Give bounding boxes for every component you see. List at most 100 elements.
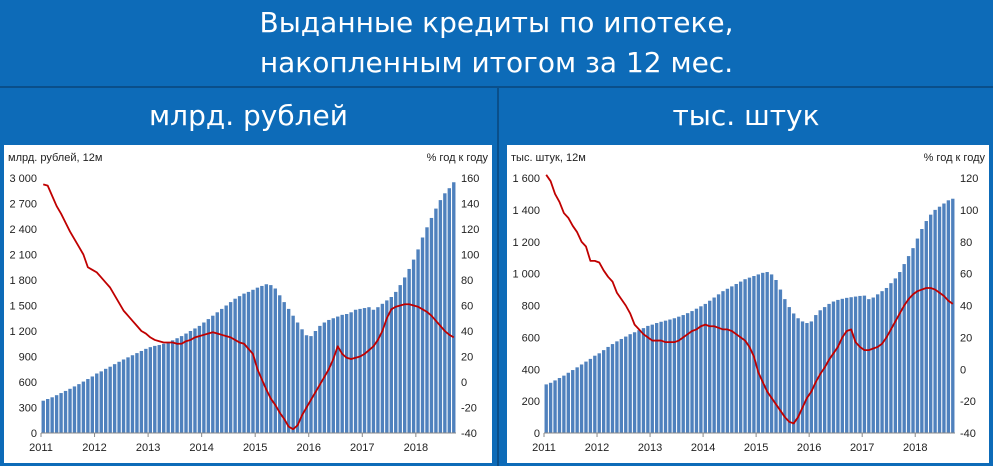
x-tick-label: 2017 bbox=[850, 442, 874, 454]
bar bbox=[269, 285, 273, 433]
chart-right: тыс. штук, 12м% год к году02004006008001… bbox=[511, 152, 985, 454]
bar bbox=[242, 293, 246, 433]
bar bbox=[344, 314, 349, 433]
bar bbox=[668, 319, 672, 433]
y2-tick-label: 60 bbox=[461, 301, 473, 313]
bar bbox=[898, 272, 902, 433]
bar bbox=[77, 384, 81, 434]
bar bbox=[769, 274, 774, 433]
x-tick-label: 2013 bbox=[136, 442, 160, 454]
x-tick-label: 2016 bbox=[797, 442, 821, 454]
bar bbox=[747, 277, 752, 433]
bar bbox=[170, 340, 175, 433]
bar bbox=[394, 291, 398, 433]
x-tick-label: 2012 bbox=[82, 442, 106, 454]
x-tick-label: 2018 bbox=[404, 442, 428, 454]
bar bbox=[601, 350, 606, 434]
bar bbox=[264, 284, 269, 433]
bar bbox=[893, 278, 898, 433]
bar bbox=[425, 227, 429, 433]
bar bbox=[849, 297, 853, 433]
bar bbox=[291, 315, 295, 433]
bar bbox=[313, 331, 318, 433]
bar bbox=[911, 248, 915, 434]
bar bbox=[416, 249, 420, 433]
x-tick-label: 2014 bbox=[691, 442, 715, 454]
bar bbox=[112, 364, 117, 433]
bar bbox=[787, 307, 791, 433]
bar bbox=[309, 336, 313, 433]
bar bbox=[139, 350, 144, 433]
bar bbox=[90, 376, 95, 433]
bar bbox=[286, 308, 291, 433]
bar bbox=[452, 182, 456, 433]
bar bbox=[862, 295, 867, 433]
bar bbox=[884, 287, 889, 433]
panel-heading-right: тыс. штук bbox=[672, 99, 820, 132]
bar bbox=[632, 332, 637, 433]
bar bbox=[429, 217, 434, 433]
bar bbox=[615, 341, 619, 433]
y2-tick-label: 20 bbox=[461, 352, 473, 364]
panel-heading-left: млрд. рублей bbox=[149, 99, 348, 132]
bar bbox=[650, 324, 654, 434]
bar bbox=[845, 297, 849, 433]
y2-tick-label: 60 bbox=[960, 269, 972, 281]
y-tick-label: 900 bbox=[19, 352, 37, 364]
bar bbox=[792, 313, 796, 433]
bar bbox=[443, 193, 447, 433]
y2-tick-label: -20 bbox=[461, 403, 477, 415]
bar bbox=[929, 214, 933, 433]
bar bbox=[875, 294, 880, 433]
bar bbox=[853, 296, 858, 433]
bar bbox=[300, 329, 304, 433]
bar bbox=[86, 379, 90, 433]
bar bbox=[566, 372, 570, 433]
y-axis-title: млрд. рублей, 12м bbox=[8, 152, 102, 164]
bar bbox=[420, 237, 425, 433]
bar bbox=[438, 200, 443, 433]
bar bbox=[411, 259, 416, 433]
bar bbox=[104, 368, 108, 433]
chart-panel-left: млрд. рублей, 12м% год к году 0 300 600 900 1… bbox=[4, 145, 492, 463]
bar bbox=[827, 303, 831, 433]
y2-tick-label: 160 bbox=[461, 173, 479, 185]
bar bbox=[215, 312, 219, 433]
bar bbox=[255, 287, 260, 433]
bar bbox=[117, 361, 121, 433]
bar bbox=[619, 338, 624, 433]
bar bbox=[610, 344, 615, 433]
bar bbox=[880, 291, 884, 433]
title-bar: Выданные кредиты по ипотеке, накопленным… bbox=[0, 0, 993, 86]
bar bbox=[166, 342, 170, 433]
bar bbox=[646, 325, 650, 433]
bar bbox=[99, 371, 103, 434]
y-tick-label: 200 bbox=[522, 396, 540, 408]
bar bbox=[179, 336, 184, 433]
bar bbox=[867, 299, 871, 434]
bar bbox=[206, 319, 211, 433]
divider-horizontal bbox=[0, 86, 993, 88]
bar bbox=[220, 308, 224, 433]
bar bbox=[796, 318, 800, 433]
bar bbox=[624, 336, 628, 433]
bar bbox=[712, 297, 716, 433]
bar bbox=[233, 298, 237, 433]
y-tick-label: 1 500 bbox=[9, 301, 37, 313]
bar bbox=[738, 281, 743, 433]
y2-tick-label: 0 bbox=[960, 364, 966, 376]
bar bbox=[805, 323, 809, 433]
bar bbox=[716, 294, 721, 433]
bar bbox=[246, 291, 251, 433]
y2-tick-label: 120 bbox=[461, 224, 479, 236]
bar bbox=[584, 361, 588, 433]
bar bbox=[637, 330, 641, 433]
bar bbox=[63, 390, 68, 433]
growth-line bbox=[545, 174, 954, 425]
bar bbox=[188, 331, 193, 433]
bar bbox=[809, 321, 814, 433]
bar bbox=[774, 280, 778, 433]
bar bbox=[362, 308, 367, 433]
bar bbox=[690, 311, 694, 433]
y-tick-label: 2 700 bbox=[9, 199, 37, 211]
